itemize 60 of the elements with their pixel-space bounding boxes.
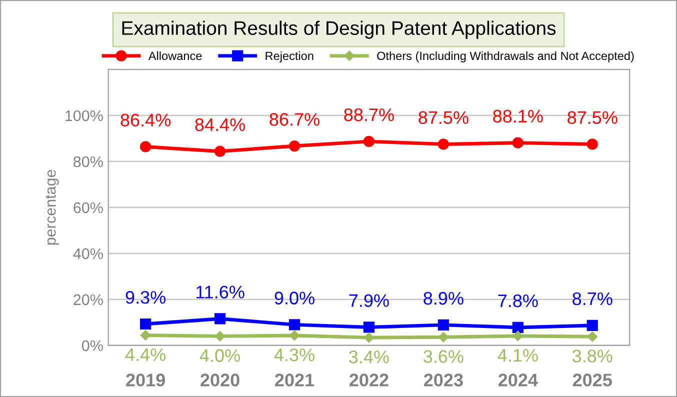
data-label: 4.3% xyxy=(274,348,314,362)
x-tick-label: 2020 xyxy=(200,374,240,386)
point xyxy=(512,330,524,342)
data-label: 3.4% xyxy=(349,350,389,364)
point xyxy=(587,332,598,342)
x-tick-label: 2022 xyxy=(350,374,388,386)
data-label: 84.4% xyxy=(195,118,245,132)
data-label: 88.1% xyxy=(493,110,543,123)
y-axis-title: percentage xyxy=(46,170,59,245)
data-label: 87.5% xyxy=(568,111,618,124)
data-label: 8.9% xyxy=(424,292,464,305)
data-label: 7.9% xyxy=(349,294,389,307)
data-label: 9.0% xyxy=(274,292,314,304)
data-label: 86.4% xyxy=(120,114,171,126)
y-tick-label: 60% xyxy=(74,202,103,214)
point xyxy=(586,138,598,150)
point xyxy=(140,318,152,330)
point xyxy=(214,146,226,157)
y-tick-label: 100% xyxy=(66,110,103,122)
point xyxy=(363,322,375,333)
data-label: 11.6% xyxy=(196,286,244,298)
y-tick-label: 80% xyxy=(74,156,103,168)
legend-label: Rejection xyxy=(266,51,314,62)
x-tick-label: 2019 xyxy=(126,374,165,386)
point xyxy=(288,140,300,152)
data-label: 4.1% xyxy=(498,349,538,362)
data-label: 7.8% xyxy=(498,294,538,308)
data-label: 8.7% xyxy=(572,292,612,306)
point xyxy=(438,138,449,150)
point xyxy=(438,332,449,342)
data-label: 87.5% xyxy=(418,111,468,124)
data-label: 4.0% xyxy=(200,349,240,362)
data-label: 9.3% xyxy=(126,290,166,304)
point xyxy=(364,332,374,343)
data-label: 3.8% xyxy=(572,350,612,362)
point xyxy=(512,137,524,148)
legend-label: Allowance xyxy=(148,51,202,60)
chart-title: Examination Results of Design Patent Applications xyxy=(122,20,556,39)
x-tick-label: 2023 xyxy=(424,374,463,386)
y-tick-label: 0% xyxy=(82,340,103,352)
point xyxy=(586,320,598,331)
x-tick-label: 2021 xyxy=(275,374,314,386)
data-label: 4.4% xyxy=(125,348,166,361)
point xyxy=(214,331,226,342)
x-tick-label: 2024 xyxy=(498,374,538,386)
point xyxy=(363,136,375,147)
point xyxy=(512,322,524,334)
point xyxy=(214,313,226,324)
point xyxy=(438,319,449,330)
data-label: 3.6% xyxy=(424,350,464,363)
data-label: 86.7% xyxy=(270,113,320,126)
point xyxy=(288,319,300,330)
point xyxy=(140,330,151,340)
point xyxy=(289,330,300,341)
y-tick-label: 20% xyxy=(74,294,103,306)
data-label: 88.7% xyxy=(344,108,394,122)
point xyxy=(140,141,152,152)
legend-label: Others (Including Withdrawals and Not Accepted) xyxy=(377,51,634,62)
y-tick-label: 40% xyxy=(73,248,103,260)
x-tick-label: 2025 xyxy=(572,374,612,386)
